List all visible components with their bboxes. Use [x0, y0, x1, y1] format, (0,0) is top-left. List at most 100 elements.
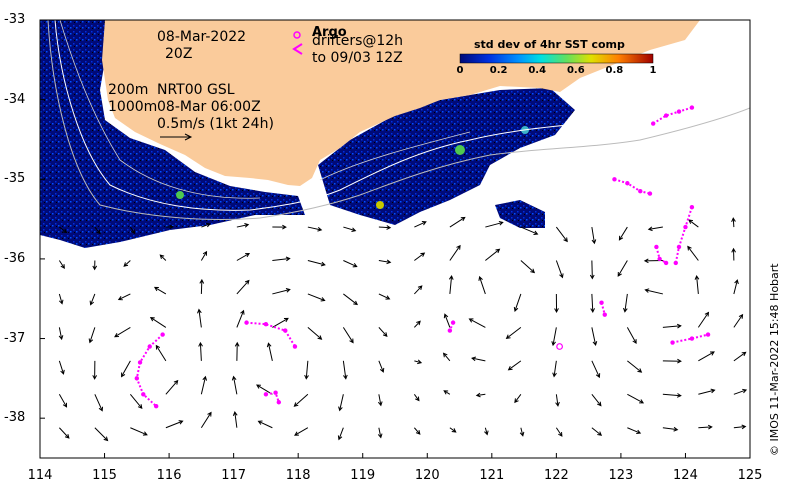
current-arrow: [342, 327, 354, 344]
current-arrow: [733, 424, 747, 430]
current-arrow: [414, 359, 423, 365]
y-tick-label: -34: [4, 91, 26, 107]
current-arrow: [688, 219, 699, 228]
current-arrow: [647, 226, 663, 232]
current-arrow: [121, 360, 131, 378]
current-arrow: [626, 327, 637, 345]
sst-coverage-east: [318, 88, 575, 225]
y-tick-label: -36: [4, 250, 26, 266]
sst-patch: [495, 200, 545, 228]
argo-label: Argo: [312, 25, 347, 40]
drifter-track: [652, 106, 693, 125]
current-arrow: [414, 221, 427, 228]
current-arrow: [413, 427, 421, 435]
current-arrow: [698, 351, 715, 362]
current-arrow: [555, 427, 563, 437]
current-arrow: [236, 279, 250, 295]
current-arrow: [272, 256, 291, 262]
depth-200-label: 200m: [108, 82, 149, 98]
x-tick-label: 125: [737, 468, 763, 483]
current-arrow: [618, 226, 628, 241]
drifter-point: [276, 400, 282, 405]
current-arrow: [662, 323, 682, 329]
current-arrow: [377, 427, 383, 439]
plot-frame: [39, 19, 751, 459]
current-arrow: [231, 375, 238, 395]
current-arrow: [272, 288, 291, 295]
current-arrow: [266, 342, 273, 361]
current-arrow: [307, 327, 323, 340]
current-arrow: [484, 427, 489, 436]
x-tick-label: 123: [608, 468, 634, 483]
current-arrow: [343, 293, 358, 306]
contour-200m: [54, 20, 750, 211]
current-arrow: [555, 260, 564, 279]
current-arrow: [507, 360, 522, 371]
drifter-track: [614, 178, 651, 195]
current-arrow: [733, 313, 744, 328]
scale-arrow: [160, 133, 193, 141]
current-arrow: [165, 420, 184, 429]
current-arrow: [197, 308, 202, 328]
current-arrow: [153, 286, 167, 295]
argo-float: [556, 343, 563, 350]
current-arrow: [449, 244, 461, 261]
x-tick-label: 115: [92, 468, 117, 483]
colorbar-tick-label: 0.8: [605, 65, 624, 76]
colorbar-tick-label: 1: [649, 65, 657, 76]
current-arrow: [485, 220, 504, 228]
current-arrow: [338, 394, 344, 412]
current-arrow: [519, 427, 525, 437]
current-arrow: [552, 360, 557, 378]
current-arrow: [413, 393, 420, 402]
current-arrow: [92, 360, 98, 380]
current-arrow: [414, 320, 421, 328]
current-arrow: [468, 318, 486, 328]
current-arrow: [88, 327, 96, 344]
colorbar-title: std dev of 4hr SST comp: [474, 38, 625, 51]
current-arrow: [731, 217, 736, 228]
drifter-track: [674, 206, 693, 264]
current-arrow: [234, 341, 240, 361]
current-arrow: [551, 327, 557, 347]
current-arrow: [475, 392, 486, 398]
drifter-point: [705, 332, 711, 337]
current-arrow: [165, 379, 179, 395]
current-arrow: [627, 393, 645, 404]
current-arrow: [236, 222, 250, 228]
current-arrow: [94, 427, 109, 442]
current-arrow: [733, 351, 747, 362]
current-arrow: [471, 356, 486, 362]
current-arrow: [165, 224, 175, 230]
current-arrow: [129, 393, 143, 410]
current-arrow: [294, 427, 309, 436]
current-arrow: [443, 390, 451, 395]
current-arrow: [694, 274, 700, 294]
drifter-point: [663, 260, 669, 266]
current-arrow: [304, 360, 309, 380]
current-arrow: [201, 222, 211, 228]
current-arrow: [200, 250, 208, 261]
sst-speck-green: [176, 191, 184, 199]
current-arrow: [236, 309, 245, 328]
sst-coverage-west: [40, 20, 305, 248]
contour-1000m: [59, 20, 471, 199]
current-arrow: [377, 394, 383, 407]
current-arrow: [130, 427, 148, 436]
current-arrow: [591, 360, 601, 379]
current-arrow: [232, 411, 238, 428]
current-arrow: [514, 393, 522, 404]
current-arrow: [378, 327, 388, 337]
current-arrow: [92, 260, 98, 271]
current-arrow: [442, 352, 451, 362]
current-arrow: [123, 260, 131, 267]
current-arrow: [413, 285, 423, 295]
current-arrow: [731, 247, 736, 261]
current-arrow: [58, 360, 65, 375]
current-arrow: [378, 225, 392, 230]
current-arrow: [58, 260, 65, 269]
current-arrow: [697, 311, 710, 328]
current-arrow: [149, 317, 167, 328]
x-tick-label: 114: [27, 468, 53, 483]
current-arrow: [733, 388, 748, 395]
